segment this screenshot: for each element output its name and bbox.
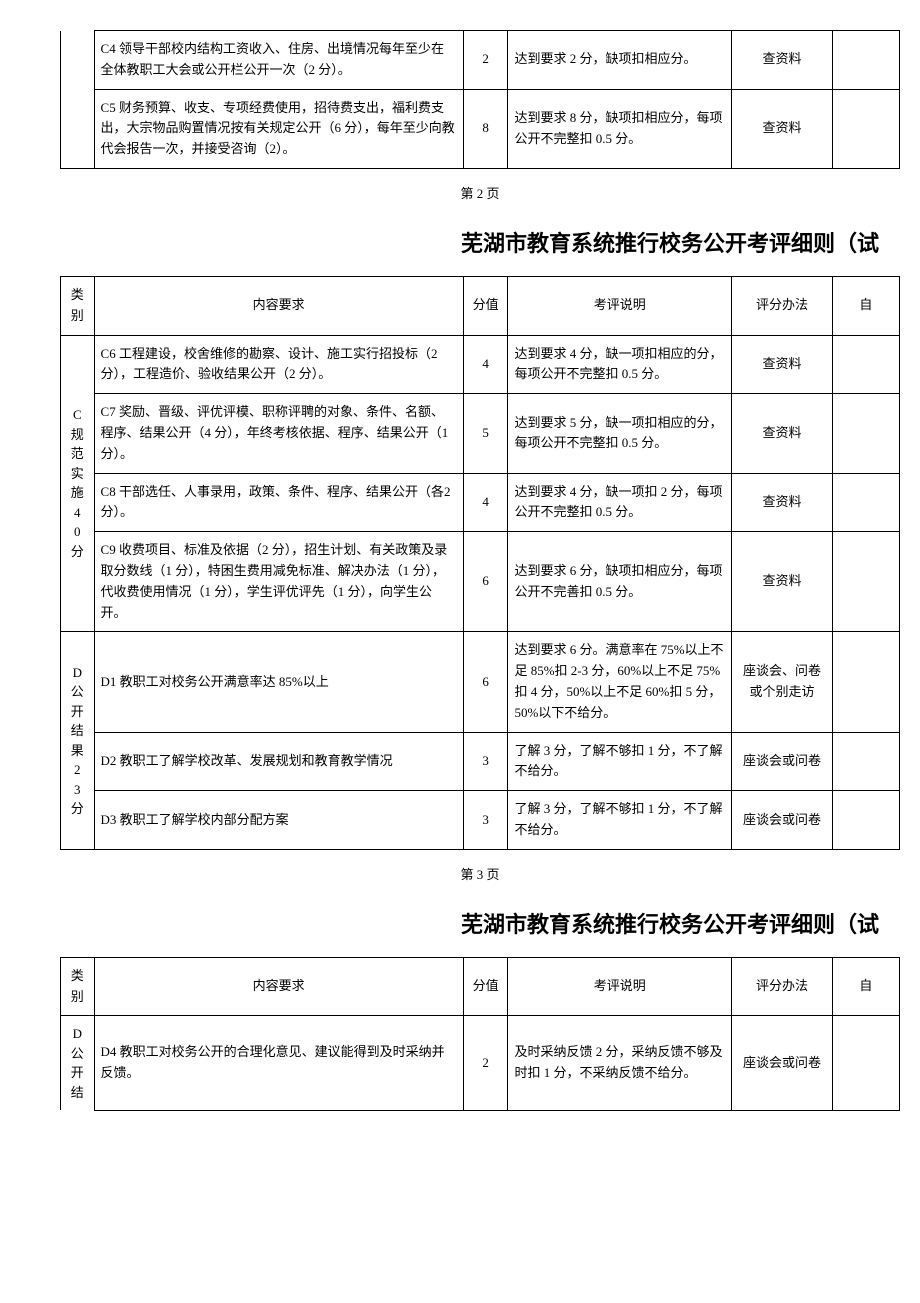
cell-self [832, 335, 899, 394]
cell-self [832, 473, 899, 532]
table-row: C8 干部选任、人事录用，政策、条件、程序、结果公开（各2分）。 4 达到要求 … [61, 473, 900, 532]
header-method: 评分办法 [732, 957, 833, 1016]
cell-desc: 达到要求 2 分，缺项扣相应分。 [508, 31, 732, 90]
header-self: 自 [832, 276, 899, 335]
cell-content: C5 财务预算、收支、专项经费使用，招待费支出，福利费支出，大宗物品购置情况按有… [94, 89, 463, 168]
header-method: 评分办法 [732, 276, 833, 335]
cell-desc: 了解 3 分，了解不够扣 1 分，不了解不给分。 [508, 791, 732, 850]
cell-method: 查资料 [732, 335, 833, 394]
table-page4-partial: 类别 内容要求 分值 考评说明 评分办法 自 D公开结 D4 教职工对校务公开的… [60, 957, 900, 1111]
cell-score: 3 [463, 791, 508, 850]
cell-desc: 达到要求 4 分，缺一项扣 2 分，每项公开不完整扣 0.5 分。 [508, 473, 732, 532]
cat-c-label: C规范实施40分 [61, 335, 95, 632]
table-row: D公开结 D4 教职工对校务公开的合理化意见、建议能得到及时采纳并反馈。 2 及… [61, 1016, 900, 1111]
table-row: C9 收费项目、标准及依据（2 分），招生计划、有关政策及录取分数线（1 分），… [61, 532, 900, 632]
cell-desc: 达到要求 6 分。满意率在 75%以上不足 85%扣 2-3 分，60%以上不足… [508, 632, 732, 732]
cell-self [832, 31, 899, 90]
cell-desc: 达到要求 4 分，缺一项扣相应的分，每项公开不完整扣 0.5 分。 [508, 335, 732, 394]
cell-self [832, 791, 899, 850]
cell-content: D4 教职工对校务公开的合理化意见、建议能得到及时采纳并反馈。 [94, 1016, 463, 1111]
cell-score: 3 [463, 732, 508, 791]
header-content: 内容要求 [94, 957, 463, 1016]
table-page2-partial: C4 领导干部校内结构工资收入、住房、出境情况每年至少在全体教职工大会或公开栏公… [60, 30, 900, 169]
cell-score: 2 [463, 1016, 508, 1111]
header-score: 分值 [463, 276, 508, 335]
page-title: 芜湖市教育系统推行校务公开考评细则（试 [440, 907, 900, 939]
table-page3: 类别 内容要求 分值 考评说明 评分办法 自 C规范实施40分 C6 工程建设，… [60, 276, 900, 850]
cell-content: C6 工程建设，校舍维修的勘察、设计、施工实行招投标（2 分），工程造价、验收结… [94, 335, 463, 394]
table-row: C5 财务预算、收支、专项经费使用，招待费支出，福利费支出，大宗物品购置情况按有… [61, 89, 900, 168]
cell-method: 查资料 [732, 394, 833, 473]
header-desc: 考评说明 [508, 957, 732, 1016]
table-row: C规范实施40分 C6 工程建设，校舍维修的勘察、设计、施工实行招投标（2 分）… [61, 335, 900, 394]
cell-desc: 了解 3 分，了解不够扣 1 分，不了解不给分。 [508, 732, 732, 791]
table-row: D2 教职工了解学校改革、发展规划和教育教学情况 3 了解 3 分，了解不够扣 … [61, 732, 900, 791]
cell-score: 6 [463, 632, 508, 732]
cell-method: 查资料 [732, 473, 833, 532]
cell-score: 4 [463, 335, 508, 394]
cell-desc: 达到要求 8 分，缺项扣相应分，每项公开不完整扣 0.5 分。 [508, 89, 732, 168]
cell-method: 查资料 [732, 31, 833, 90]
cat-d-label: D公开结果23分 [61, 632, 95, 849]
cell-content: C4 领导干部校内结构工资收入、住房、出境情况每年至少在全体教职工大会或公开栏公… [94, 31, 463, 90]
cell-method: 座谈会或问卷 [732, 732, 833, 791]
table-header-row: 类别 内容要求 分值 考评说明 评分办法 自 [61, 957, 900, 1016]
cell-self [832, 532, 899, 632]
table-row: D3 教职工了解学校内部分配方案 3 了解 3 分，了解不够扣 1 分，不了解不… [61, 791, 900, 850]
cell-content: D3 教职工了解学校内部分配方案 [94, 791, 463, 850]
table-row: C7 奖励、晋级、评优评模、职称评聘的对象、条件、名额、程序、结果公开（4 分）… [61, 394, 900, 473]
header-desc: 考评说明 [508, 276, 732, 335]
cell-desc: 及时采纳反馈 2 分，采纳反馈不够及时扣 1 分，不采纳反馈不给分。 [508, 1016, 732, 1111]
cell-score: 4 [463, 473, 508, 532]
cell-self [832, 394, 899, 473]
cell-score: 2 [463, 31, 508, 90]
cell-content: D1 教职工对校务公开满意率达 85%以上 [94, 632, 463, 732]
cell-method: 查资料 [732, 89, 833, 168]
header-content: 内容要求 [94, 276, 463, 335]
header-cat: 类别 [61, 957, 95, 1016]
table-row: D公开结果23分 D1 教职工对校务公开满意率达 85%以上 6 达到要求 6 … [61, 632, 900, 732]
cell-score: 8 [463, 89, 508, 168]
cell-self [832, 89, 899, 168]
cell-content: C7 奖励、晋级、评优评模、职称评聘的对象、条件、名额、程序、结果公开（4 分）… [94, 394, 463, 473]
page-title: 芜湖市教育系统推行校务公开考评细则（试 [440, 226, 900, 258]
table-header-row: 类别 内容要求 分值 考评说明 评分办法 自 [61, 276, 900, 335]
cat-d2-label: D公开结 [61, 1016, 95, 1111]
cell-self [832, 732, 899, 791]
cell-method: 座谈会或问卷 [732, 791, 833, 850]
cell-self [832, 632, 899, 732]
cell-method: 座谈会、问卷或个别走访 [732, 632, 833, 732]
cell-desc: 达到要求 6 分，缺项扣相应分，每项公开不完善扣 0.5 分。 [508, 532, 732, 632]
table-row: C4 领导干部校内结构工资收入、住房、出境情况每年至少在全体教职工大会或公开栏公… [61, 31, 900, 90]
page-number: 第 3 页 [60, 864, 900, 883]
cell-content: C9 收费项目、标准及依据（2 分），招生计划、有关政策及录取分数线（1 分），… [94, 532, 463, 632]
cell-self [832, 1016, 899, 1111]
cell-method: 查资料 [732, 532, 833, 632]
header-self: 自 [832, 957, 899, 1016]
page-number: 第 2 页 [60, 183, 900, 202]
cell-score: 5 [463, 394, 508, 473]
cell-content: C8 干部选任、人事录用，政策、条件、程序、结果公开（各2分）。 [94, 473, 463, 532]
cell-content: D2 教职工了解学校改革、发展规划和教育教学情况 [94, 732, 463, 791]
header-cat: 类别 [61, 276, 95, 335]
cell-desc: 达到要求 5 分，缺一项扣相应的分，每项公开不完整扣 0.5 分。 [508, 394, 732, 473]
cell-method: 座谈会或问卷 [732, 1016, 833, 1111]
header-score: 分值 [463, 957, 508, 1016]
cell-score: 6 [463, 532, 508, 632]
